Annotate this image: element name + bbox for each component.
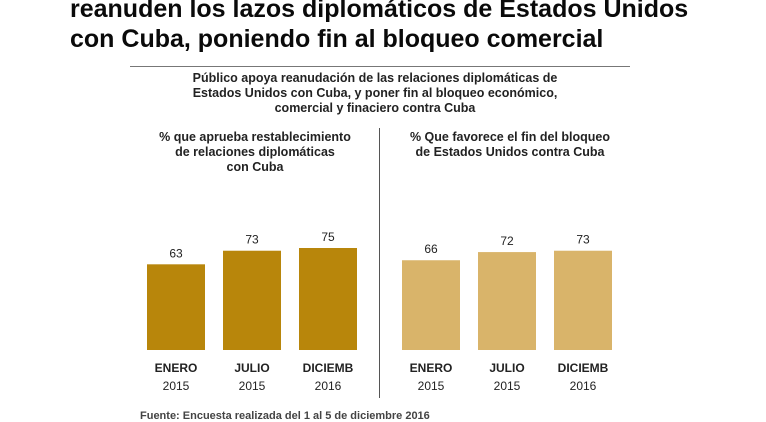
left-category-year-3: 2016	[315, 379, 342, 393]
subtitle-line-1: Público apoya reanudación de las relacio…	[192, 71, 558, 85]
chart-subtitle: Público apoya reanudación de las relacio…	[135, 71, 615, 116]
right-bar-1	[402, 260, 460, 350]
source-footer: Fuente: Encuesta realizada del 1 al 5 de…	[140, 410, 430, 422]
subtitle-line-3: comercial y finaciero contra Cuba	[274, 101, 476, 115]
headline-line-1: reanuden los lazos diplomáticos de Estad…	[70, 0, 689, 23]
headline: reanuden los lazos diplomáticos de Estad…	[70, 0, 750, 54]
top-rule	[130, 66, 630, 67]
left-category-month-3: DICIEMB	[303, 361, 354, 375]
right-category-month-1: ENERO	[410, 361, 453, 375]
right-category-year-2: 2015	[494, 379, 521, 393]
left-bar-2	[223, 250, 281, 350]
headline-line-2: con Cuba, poniendo fin al bloqueo comerc…	[70, 25, 604, 53]
subtitle-line-2: Estados Unidos con Cuba, y poner fin al …	[192, 86, 558, 100]
left-bar-chart: 63 ENERO 2015 73 JULIO 2015 75 DICIEMB 2016	[147, 230, 357, 393]
right-category-month-3: DICIEMB	[558, 361, 609, 375]
left-value-label-1: 63	[169, 246, 183, 260]
left-category-month-2: JULIO	[234, 361, 269, 375]
left-category-month-1: ENERO	[155, 361, 198, 375]
left-bar-3	[299, 248, 357, 350]
right-panel-title: % Que favorece el fin del bloqueo de Est…	[385, 130, 635, 160]
left-title-line-1: % que aprueba restablecimiento	[159, 130, 351, 144]
left-value-label-2: 73	[245, 233, 259, 247]
right-bar-3	[554, 250, 612, 350]
right-bar-chart: 66 ENERO 2015 72 JULIO 2015 73 DICIEMB 2016	[402, 233, 612, 393]
right-value-label-2: 72	[500, 234, 514, 248]
left-bar-1	[147, 264, 205, 350]
left-value-label-3: 75	[321, 230, 335, 244]
left-title-line-2: de relaciones diplomáticas	[175, 145, 335, 159]
right-title-line-1: % Que favorece el fin del bloqueo	[409, 130, 611, 144]
right-value-label-3: 73	[576, 233, 590, 247]
right-bar-2	[478, 252, 536, 350]
left-panel-title: % que aprueba restablecimiento de relaci…	[130, 130, 380, 175]
left-category-year-2: 2015	[239, 379, 266, 393]
left-category-year-1: 2015	[163, 379, 190, 393]
left-title-line-3: con Cuba	[226, 160, 284, 174]
right-category-year-1: 2015	[418, 379, 445, 393]
right-title-line-2: de Estados Unidos contra Cuba	[415, 145, 605, 159]
right-value-label-1: 66	[424, 242, 438, 256]
right-category-month-2: JULIO	[489, 361, 524, 375]
right-category-year-3: 2016	[570, 379, 597, 393]
panel-divider	[379, 128, 380, 398]
